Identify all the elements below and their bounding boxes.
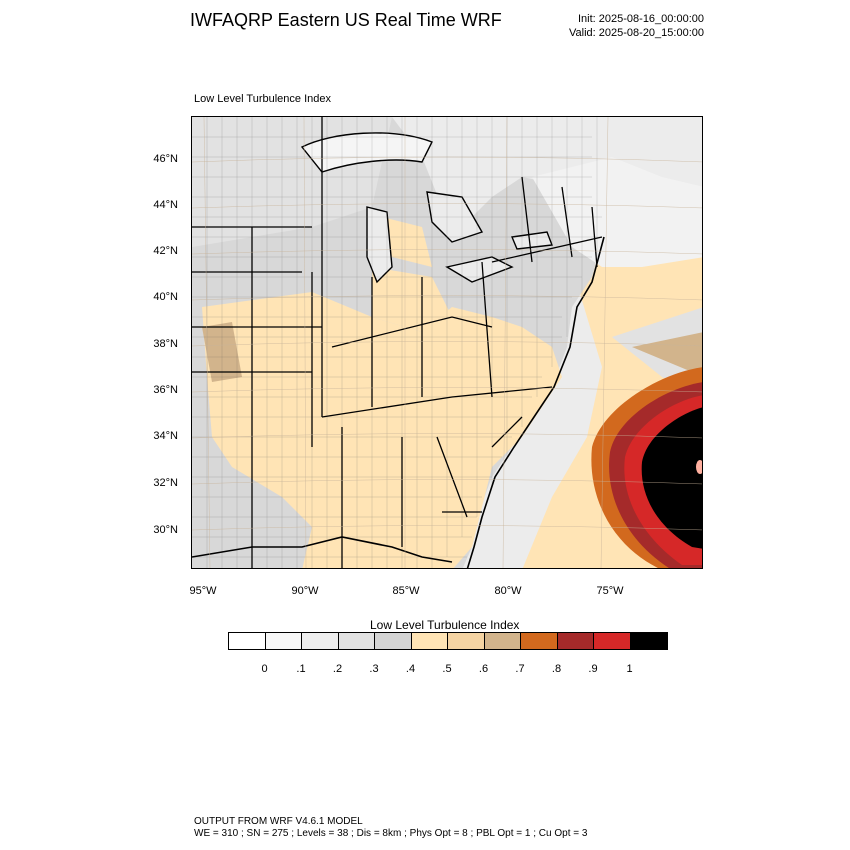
lat-label-46: 46°N [153,153,178,165]
model-info-line1: OUTPUT FROM WRF V4.6.1 MODEL [194,816,363,827]
colorbar-cell-1 [265,633,302,649]
map-canvas [192,117,702,568]
lake-superior [300,132,433,173]
colorbar-cell-6 [448,633,485,649]
lat-label-44: 44°N [153,199,178,211]
graticule [192,117,702,568]
lat-label-42: 42°N [153,245,178,257]
turbulence-zone-michigan [382,217,432,267]
lat-label-40: 40°N [153,291,178,303]
colorbar-cell-4 [375,633,412,649]
gulf-coastline [192,536,453,563]
colorbar-tick-label: 1 [626,663,633,675]
lon-label-85: 85°W [392,585,420,597]
colorbar-tick-label: .9 [588,663,598,675]
map-field-label: Low Level Turbulence Index [194,93,331,105]
map-panel [191,116,703,569]
plot-title: IWFAQRP Eastern US Real Time WRF [190,10,502,30]
lon-label-75: 75°W [596,585,624,597]
lon-label-95: 95°W [189,585,217,597]
colorbar-cell-5 [411,633,448,649]
colorbar-title: Low Level Turbulence Index [370,618,520,632]
vortex-core [641,407,702,549]
northeast-light-zone [532,157,702,267]
colorbar-tick-label: .3 [369,663,379,675]
colorbar-tick-label: .6 [478,663,489,675]
colorbar [228,632,668,650]
colorbar-cell-3 [338,633,375,649]
model-info-line2: WE = 310 ; SN = 275 ; Levels = 38 ; Dis … [194,828,588,839]
lat-label-38: 38°N [153,338,178,350]
colorbar-cell-0 [229,633,266,649]
colorbar-tick-label: 0 [261,663,268,675]
valid-time: Valid: 2025-08-20_15:00:00 [569,27,704,39]
colorbar-tick-label: .7 [515,663,525,675]
coastline [466,236,605,568]
colorbar-tick-label: .4 [405,663,416,675]
turbulence-zone-mid [202,292,562,568]
colorbar-cell-2 [302,633,339,649]
lon-label-80: 80°W [494,585,522,597]
colorbar-cell-11 [630,633,667,649]
colorbar-cell-8 [521,633,558,649]
colorbar-tick-label: .8 [551,663,562,675]
lake-michigan [366,206,393,284]
lat-label-34: 34°N [153,430,178,442]
colorbar-cell-9 [557,633,594,649]
lat-label-36: 36°N [153,384,178,396]
vortex-eye [696,460,702,474]
lat-label-30: 30°N [153,524,178,536]
state-borders [192,117,603,568]
colorbar-tick-label: .2 [332,663,343,675]
colorbar-cell-10 [594,633,631,649]
init-time: Init: 2025-08-16_00:00:00 [578,13,704,25]
colorbar-tick-label: .5 [442,663,452,675]
lat-label-32: 32°N [153,477,178,489]
colorbar-tick-label: .1 [296,663,306,675]
colorbar-cell-7 [484,633,521,649]
lon-label-90: 90°W [291,585,319,597]
